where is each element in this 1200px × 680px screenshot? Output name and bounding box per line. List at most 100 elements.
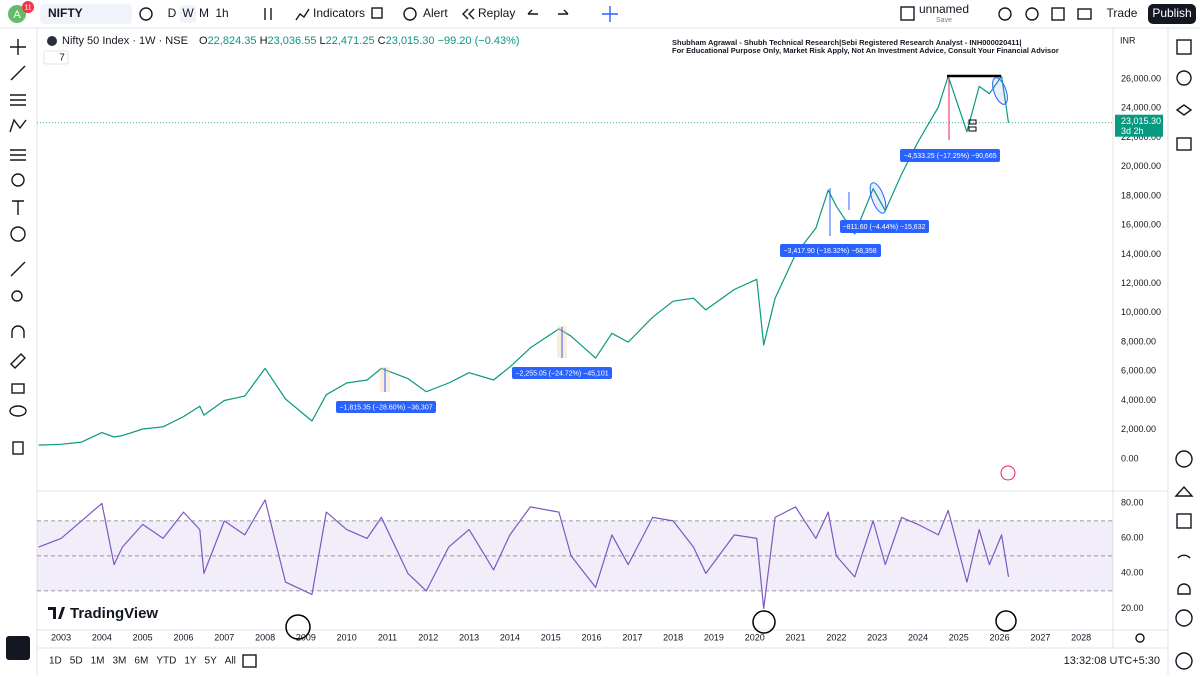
y-tick-label: 40.00 [1121, 568, 1144, 578]
range-button[interactable]: 5Y [205, 656, 218, 667]
alert-icon[interactable] [403, 7, 417, 21]
range-button[interactable]: 3M [113, 656, 127, 667]
symbol-search[interactable] [40, 4, 132, 24]
goto-date[interactable] [242, 654, 257, 668]
interval[interactable]: M [199, 6, 209, 20]
range-button[interactable]: 1D [49, 656, 62, 667]
tool-brush[interactable] [11, 173, 25, 187]
drawing-tools [6, 39, 30, 660]
indicators-button[interactable]: Indicators [313, 6, 365, 20]
tool-magnet[interactable] [11, 325, 25, 338]
settings[interactable] [1025, 7, 1039, 21]
tool-emoji[interactable] [10, 226, 26, 242]
legend-c: C [378, 35, 386, 47]
annotation-box [336, 401, 436, 413]
badge [22, 1, 34, 13]
avatar[interactable] [8, 5, 26, 23]
templates-icon[interactable] [371, 7, 383, 19]
x-tick-label: 2020 [745, 632, 765, 642]
x-tick-label: 2026 [990, 632, 1010, 642]
x-tick-label: 2011 [378, 632, 397, 642]
x-tick-label: 2016 [582, 632, 602, 642]
chart-type-icon[interactable] [264, 8, 272, 20]
range-button[interactable]: 6M [134, 656, 148, 667]
publish-button[interactable]: Publish [1152, 6, 1191, 20]
tool-ruler[interactable] [10, 261, 26, 277]
tool-lock-draw[interactable] [10, 353, 26, 369]
indicators-icon[interactable] [295, 8, 310, 21]
x-tick-label: 2021 [786, 632, 806, 642]
fullscreen[interactable] [1051, 7, 1065, 21]
y-tick-label: 20,000.00 [1121, 161, 1161, 171]
tool-pattern[interactable] [9, 118, 27, 133]
range-button[interactable]: 1M [91, 656, 105, 667]
tool-trash[interactable] [12, 441, 24, 455]
replay-icon[interactable] [462, 8, 475, 20]
indicator-count: 7 [59, 53, 65, 64]
range-button[interactable]: 5D [70, 656, 83, 667]
tool-lock[interactable] [11, 383, 25, 394]
series-line [38, 499, 1010, 609]
watchlist[interactable] [1176, 39, 1192, 55]
range-button[interactable]: 1Y [184, 656, 197, 667]
drawings [285, 74, 1017, 640]
x-tick-label: 2018 [663, 632, 683, 642]
replay-button[interactable]: Replay [478, 6, 515, 20]
streams[interactable] [1177, 554, 1191, 559]
legend-open: 22,824.35 [208, 35, 257, 47]
range-button[interactable]: YTD [156, 656, 176, 667]
favorites[interactable] [6, 636, 30, 660]
x-tick-label: 2009 [296, 632, 316, 642]
legend-name: Nifty 50 Index · 1W · NSE [62, 35, 188, 47]
layout-icon[interactable] [900, 6, 915, 21]
undo[interactable] [527, 9, 538, 15]
products[interactable] [1175, 652, 1193, 670]
event-icon[interactable] [1000, 465, 1016, 481]
chat[interactable] [1176, 137, 1192, 151]
interval[interactable]: D [168, 6, 177, 20]
legend-o: O [199, 35, 208, 47]
range-button[interactable]: All [225, 656, 236, 667]
y-tick-label: 26,000.00 [1121, 73, 1161, 83]
y-tick-label: 24,000.00 [1121, 103, 1161, 113]
help[interactable] [1175, 609, 1193, 627]
crosshair-tool[interactable] [602, 6, 618, 22]
price-tag-countdown: 3d 2h [1121, 126, 1144, 136]
notifications[interactable] [1177, 583, 1191, 595]
data-window[interactable] [1175, 104, 1193, 116]
alerts[interactable] [1176, 70, 1192, 86]
save[interactable]: Save [936, 17, 952, 24]
x-tick-label: 2014 [500, 632, 520, 642]
annotation: −2,255.05 (−24.72%) −45,101 [515, 370, 608, 377]
interval[interactable]: 1h [215, 6, 228, 20]
tool-cross[interactable] [10, 39, 26, 55]
y-tick-label: 10,000.00 [1121, 307, 1161, 317]
tool-text[interactable] [12, 200, 24, 215]
x-tick-label: 2023 [867, 632, 887, 642]
tool-zoom[interactable] [11, 290, 23, 302]
note: For Educational Purpose Only, Market Ris… [672, 46, 1059, 55]
trade-button[interactable]: Trade [1107, 6, 1138, 20]
tool-fib[interactable] [10, 94, 26, 106]
legend-toggle[interactable] [43, 50, 69, 65]
interval[interactable]: W [182, 6, 194, 20]
x-tick-label: 2012 [418, 632, 438, 642]
axis-settings[interactable] [1135, 633, 1145, 643]
tool-forecast[interactable] [10, 149, 26, 161]
legend-change: −99.20 (−0.43%) [438, 35, 520, 47]
publish-bg[interactable] [1148, 4, 1196, 24]
compare-icon[interactable] [139, 7, 153, 21]
x-tick-label: 2028 [1071, 632, 1091, 642]
tool-trendline[interactable] [10, 65, 26, 81]
quick-search[interactable] [998, 7, 1012, 21]
signals[interactable] [1175, 450, 1193, 468]
alert-button[interactable]: Alert [423, 6, 448, 20]
calendar[interactable] [1176, 513, 1192, 529]
snapshot[interactable] [1077, 8, 1092, 20]
redo[interactable] [558, 9, 569, 15]
ideas[interactable] [1174, 485, 1194, 497]
layout-name[interactable]: unnamed [919, 2, 969, 16]
note: Shubham Agrawal - Shubh Technical Resear… [672, 38, 1021, 47]
annotation-box [900, 149, 1000, 162]
tool-eye[interactable] [9, 405, 27, 417]
